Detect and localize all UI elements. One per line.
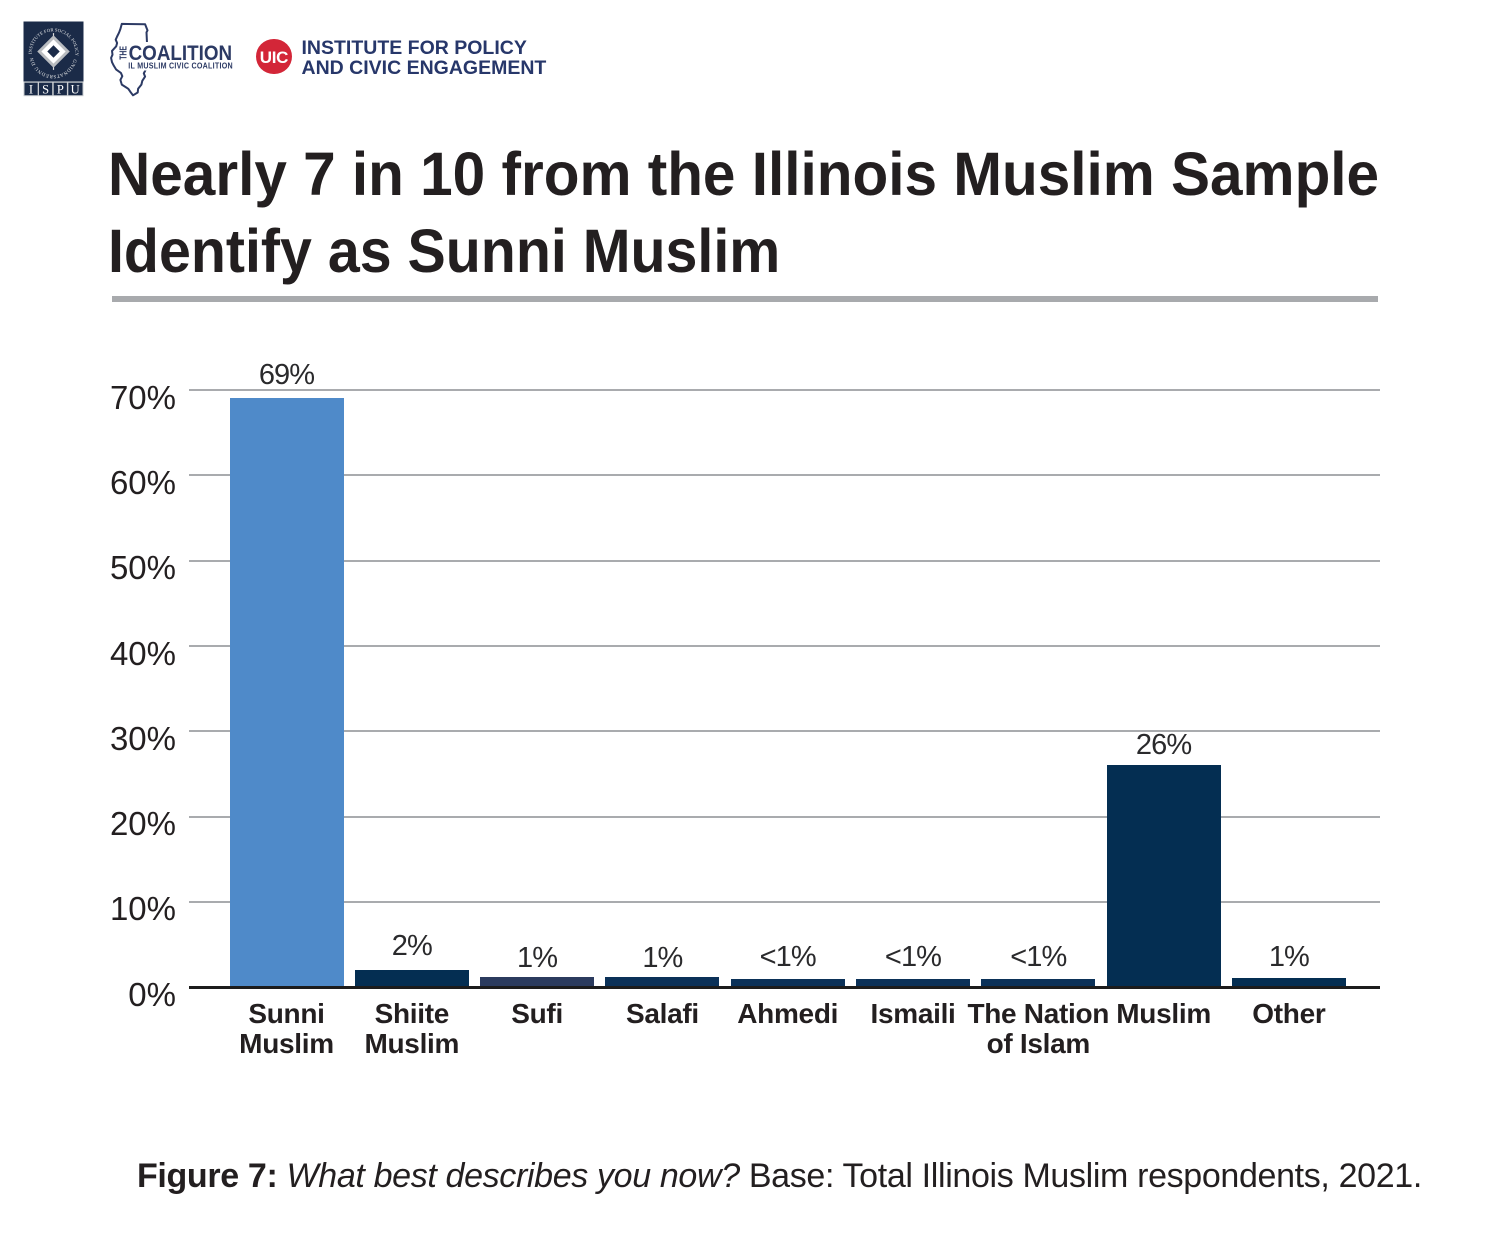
svg-text:P: P xyxy=(57,82,64,96)
svg-text:THE: THE xyxy=(119,46,130,60)
svg-text:COALITION: COALITION xyxy=(129,42,233,65)
svg-text:U: U xyxy=(71,82,80,96)
svg-text:IL MUSLIM CIVIC COALITION: IL MUSLIM CIVIC COALITION xyxy=(128,61,233,71)
svg-text:S: S xyxy=(42,82,49,96)
svg-text:I: I xyxy=(29,82,33,96)
